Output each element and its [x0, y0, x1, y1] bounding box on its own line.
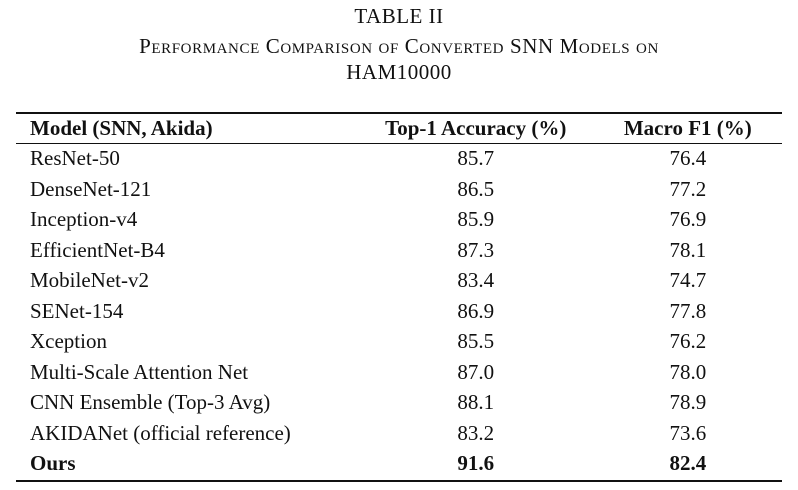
cell-model: SENet-154 [30, 298, 124, 323]
cell-model: Xception [30, 329, 107, 354]
cell-macro-f1: 77.2 [669, 176, 707, 201]
cell-accuracy: 87.0 [457, 359, 495, 384]
cell-accuracy: 85.7 [457, 146, 495, 171]
table-row-ours: Ours 91.6 82.4 [16, 448, 782, 479]
cell-macro-f1: 73.6 [669, 420, 707, 445]
bottom-rule [16, 480, 782, 482]
cell-model: AKIDANet (official reference) [30, 420, 291, 445]
cell-accuracy: 91.6 [457, 451, 495, 476]
cell-accuracy: 86.9 [457, 298, 495, 323]
table-header-row: Model (SNN, Akida) Top-1 Accuracy (%) Ma… [16, 113, 782, 143]
top-rule [16, 112, 782, 114]
cell-macro-f1: 76.9 [669, 207, 707, 232]
cell-model: MobileNet-v2 [30, 268, 149, 293]
cell-macro-f1: 77.8 [669, 298, 707, 323]
cell-model: Inception-v4 [30, 207, 138, 232]
table-label: TABLE II [354, 4, 444, 28]
table-row: Xception 85.5 76.2 [16, 326, 782, 357]
table-row: Multi-Scale Attention Net 87.0 78.0 [16, 357, 782, 388]
table-row: AKIDANet (official reference) 83.2 73.6 [16, 418, 782, 449]
cell-macro-f1: 78.0 [669, 359, 707, 384]
table-row: Inception-v4 85.9 76.9 [16, 204, 782, 235]
cell-macro-f1: 76.4 [669, 146, 707, 171]
table-title-line-2: HAM10000 [346, 60, 452, 84]
table-row: CNN Ensemble (Top-3 Avg) 88.1 78.9 [16, 387, 782, 418]
performance-table: Model (SNN, Akida) Top-1 Accuracy (%) Ma… [16, 113, 782, 479]
cell-model: DenseNet-121 [30, 176, 152, 201]
header-model: Model (SNN, Akida) [30, 116, 213, 140]
cell-model: EfficientNet-B4 [30, 237, 165, 262]
cell-macro-f1: 78.1 [669, 237, 707, 262]
table-row: SENet-154 86.9 77.8 [16, 296, 782, 327]
cell-macro-f1: 76.2 [669, 329, 707, 354]
cell-accuracy: 86.5 [457, 176, 495, 201]
cell-macro-f1: 82.4 [669, 451, 707, 476]
cell-accuracy: 85.9 [457, 207, 495, 232]
cell-macro-f1: 78.9 [669, 390, 707, 415]
header-rule [16, 143, 782, 144]
table-row: MobileNet-v2 83.4 74.7 [16, 265, 782, 296]
table-row: DenseNet-121 86.5 77.2 [16, 174, 782, 205]
cell-accuracy: 87.3 [457, 237, 495, 262]
header-accuracy: Top-1 Accuracy (%) [385, 116, 567, 140]
cell-model: Multi-Scale Attention Net [30, 359, 249, 384]
cell-macro-f1: 74.7 [669, 268, 707, 293]
header-macro-f1: Macro F1 (%) [623, 116, 752, 140]
cell-model: ResNet-50 [30, 146, 120, 171]
cell-accuracy: 83.4 [457, 268, 495, 293]
cell-model: CNN Ensemble (Top-3 Avg) [30, 390, 271, 415]
table-row: ResNet-50 85.7 76.4 [16, 143, 782, 174]
cell-accuracy: 85.5 [457, 329, 495, 354]
cell-accuracy: 88.1 [457, 390, 495, 415]
cell-model: Ours [30, 451, 76, 476]
cell-accuracy: 83.2 [457, 420, 495, 445]
table-row: EfficientNet-B4 87.3 78.1 [16, 235, 782, 266]
table-title-line-1: Performance Comparison of Converted SNN … [139, 34, 659, 58]
